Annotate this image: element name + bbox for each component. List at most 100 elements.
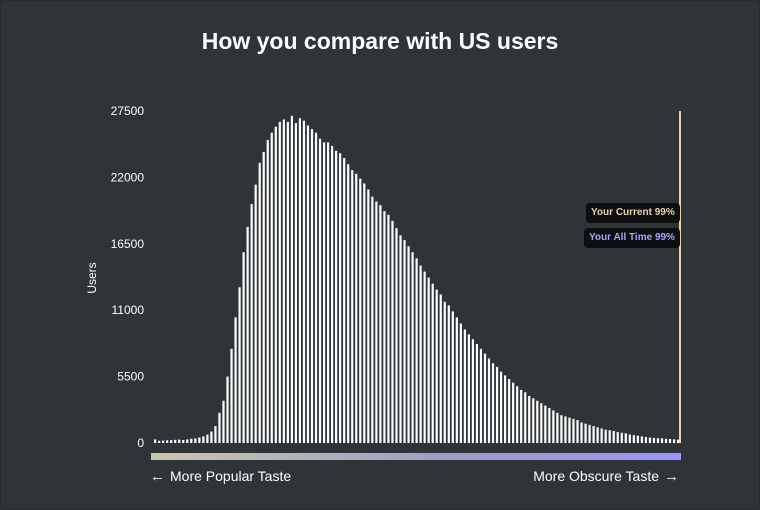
histogram-bar: [347, 164, 350, 443]
histogram-bar: [524, 392, 527, 443]
histogram-bar: [166, 440, 169, 443]
histogram-bar: [310, 129, 314, 444]
histogram-bar: [367, 189, 370, 443]
histogram-bar: [479, 348, 483, 443]
histogram-bar: [616, 432, 619, 443]
histogram-bar: [363, 183, 366, 443]
histogram-bar: [612, 430, 615, 443]
histogram-bar: [620, 432, 623, 443]
histogram-bar: [427, 277, 430, 443]
histogram-bar: [419, 265, 422, 443]
y-tick-label: 22000: [111, 170, 145, 184]
y-axis-label: Users: [85, 262, 99, 293]
histogram-bar: [250, 203, 253, 443]
histogram-bar: [359, 178, 362, 444]
alltime-percentile-tooltip: Your All Time 99%: [584, 228, 680, 248]
histogram-bar: [194, 438, 197, 443]
histogram-bar: [495, 366, 499, 443]
histogram-bar: [399, 235, 402, 443]
histogram-bar: [596, 427, 599, 443]
histogram-bar: [170, 440, 173, 443]
histogram-bar: [471, 339, 475, 443]
taste-gradient-bar: [151, 453, 681, 460]
histogram-bar: [512, 382, 515, 443]
histogram-bar: [459, 323, 462, 443]
histogram-bar: [186, 439, 189, 443]
histogram-bar: [564, 416, 567, 443]
y-axis-ticks: 27500 22000 16500 11000 5500 0: [111, 104, 145, 450]
histogram-bar: [676, 439, 680, 443]
histogram-bar: [568, 417, 571, 443]
histogram-bar: [222, 400, 225, 443]
histogram-bar: [379, 205, 382, 443]
histogram-bar: [588, 424, 591, 443]
histogram-bar: [423, 271, 426, 443]
histogram-bar: [636, 435, 639, 443]
y-tick-label: 27500: [111, 104, 145, 118]
histogram-bar: [528, 395, 531, 443]
histogram-bar: [302, 120, 306, 443]
histogram-bar: [640, 436, 643, 443]
histogram-bar: [508, 379, 511, 443]
histogram-bar: [154, 439, 157, 443]
histogram-bar: [355, 173, 358, 443]
histogram-bar: [672, 439, 676, 443]
y-tick-label: 11000: [112, 303, 145, 317]
histogram-bar: [326, 142, 330, 443]
histogram-bar: [174, 439, 177, 443]
histogram-bar: [383, 211, 386, 443]
histogram-bar: [407, 246, 410, 443]
histogram-bar: [331, 146, 334, 443]
histogram-bar: [431, 283, 434, 443]
histogram-bar: [351, 170, 354, 443]
histogram-bar: [391, 220, 394, 443]
histogram-bar: [322, 142, 326, 443]
histogram-bar: [652, 437, 656, 443]
histogram-bar: [375, 201, 378, 443]
histogram-bar: [278, 121, 281, 444]
histogram-bar: [198, 437, 201, 443]
more-obscure-taste-label: More Obscure Taste →: [533, 468, 679, 484]
histogram-bar: [556, 412, 559, 443]
histogram-bar: [467, 334, 470, 443]
histogram-bar: [226, 376, 229, 443]
histogram-bar: [604, 429, 607, 443]
histogram-bar: [262, 152, 265, 444]
histogram-bar: [158, 440, 161, 443]
histogram-bar: [560, 415, 563, 443]
arrow-right-icon: →: [664, 467, 679, 485]
histogram-bar: [306, 125, 310, 444]
histogram-bar: [483, 353, 487, 443]
histogram-bar: [660, 438, 664, 443]
histogram-bar: [190, 438, 193, 443]
histogram-bar: [532, 398, 535, 443]
more-popular-taste-label: ← More Popular Taste: [150, 468, 291, 484]
histogram-bar: [395, 228, 398, 443]
histogram-bar: [411, 252, 414, 443]
histogram-bar: [206, 434, 209, 443]
histogram-bar: [202, 436, 205, 443]
histogram-bar: [552, 410, 555, 443]
histogram-bar: [335, 150, 338, 443]
histogram-bar: [572, 418, 575, 443]
histogram-bar: [580, 422, 583, 443]
histogram-bar: [339, 153, 342, 443]
histogram-bar: [624, 433, 627, 443]
histogram-bar: [230, 348, 233, 443]
y-tick-label: 5500: [117, 370, 144, 384]
histogram-bars: [154, 115, 680, 444]
histogram-bar: [435, 289, 438, 443]
histogram-bar: [371, 196, 374, 443]
histogram-bar: [632, 435, 635, 443]
histogram-bar: [544, 405, 547, 443]
histogram-bar: [548, 407, 551, 443]
histogram-bar: [314, 132, 318, 444]
histogram-bar: [443, 301, 446, 443]
histogram-bar: [628, 434, 631, 443]
histogram-bar: [592, 426, 595, 443]
histogram-bar: [600, 428, 603, 443]
histogram-bar: [274, 126, 277, 443]
arrow-left-icon: ←: [150, 467, 165, 485]
